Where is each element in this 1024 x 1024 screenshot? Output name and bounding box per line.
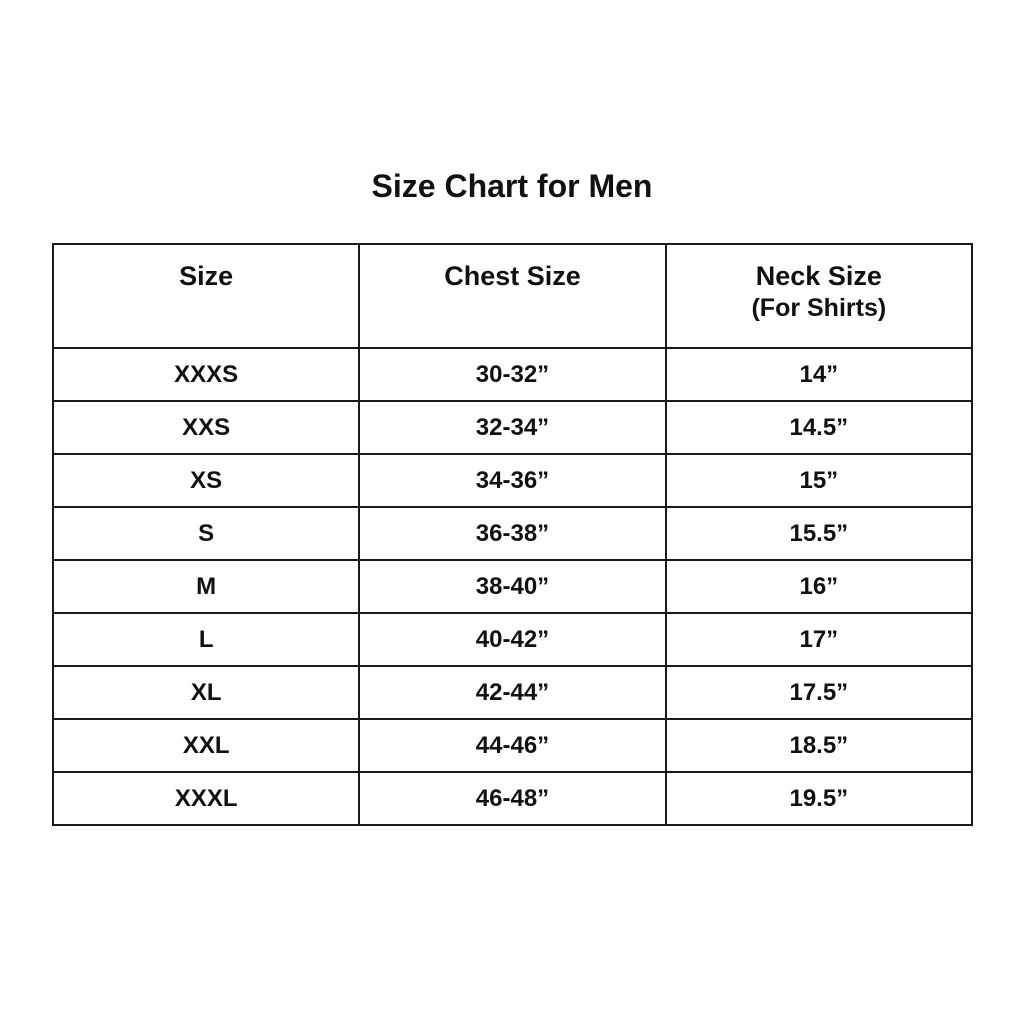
size-cell: XXXL	[51, 771, 361, 826]
header-size: Size	[51, 243, 361, 349]
neck-size-cell: 16”	[664, 559, 974, 614]
table-row: XXL 44-46” 18.5”	[51, 718, 974, 773]
header-chest-size: Chest Size	[358, 243, 667, 349]
chest-size-cell: 40-42”	[358, 612, 667, 667]
table-row: XXXL 46-48” 19.5”	[51, 771, 974, 826]
table-row: XL 42-44” 17.5”	[51, 665, 974, 720]
table-row: XXS 32-34” 14.5”	[51, 400, 974, 455]
header-label: Size	[179, 261, 234, 291]
chest-size-cell: 44-46”	[358, 718, 667, 773]
page-title: Size Chart for Men	[371, 168, 653, 204]
chest-size-cell: 42-44”	[358, 665, 667, 720]
table-row: M 38-40” 16”	[51, 559, 974, 614]
chest-size-cell: 38-40”	[358, 559, 667, 614]
neck-size-cell: 14.5”	[664, 400, 974, 455]
neck-size-cell: 14”	[664, 347, 974, 402]
table-row: XXXS 30-32” 14”	[51, 347, 974, 402]
header-sublabel: (For Shirts)	[751, 294, 887, 322]
header-neck-size: Neck Size (For Shirts)	[664, 243, 974, 349]
chest-size-cell: 32-34”	[358, 400, 667, 455]
header-row: Size Chest Size Neck Size (For Shirts)	[51, 243, 974, 349]
size-cell: XXS	[51, 400, 361, 455]
size-cell: M	[51, 559, 361, 614]
size-cell: XXXS	[51, 347, 361, 402]
size-cell: S	[51, 506, 361, 561]
chest-size-cell: 30-32”	[358, 347, 667, 402]
table-row: S 36-38” 15.5”	[51, 506, 974, 561]
neck-size-cell: 15.5”	[664, 506, 974, 561]
size-cell: XL	[51, 665, 361, 720]
chest-size-cell: 46-48”	[358, 771, 667, 826]
chest-size-cell: 36-38”	[358, 506, 667, 561]
table-row: L 40-42” 17”	[51, 612, 974, 667]
neck-size-cell: 19.5”	[664, 771, 974, 826]
size-cell: XS	[51, 453, 361, 508]
size-chart-table: Size Chest Size Neck Size (For Shirts) XX…	[51, 243, 974, 826]
neck-size-cell: 17.5”	[664, 665, 974, 720]
neck-size-cell: 17”	[664, 612, 974, 667]
header-label: Neck Size	[755, 261, 882, 291]
neck-size-cell: 15”	[664, 453, 974, 508]
size-cell: XXL	[51, 718, 361, 773]
chest-size-cell: 34-36”	[358, 453, 667, 508]
header-label: Chest Size	[444, 261, 581, 291]
size-cell: L	[51, 612, 361, 667]
neck-size-cell: 18.5”	[664, 718, 974, 773]
table-row: XS 34-36” 15”	[51, 453, 974, 508]
